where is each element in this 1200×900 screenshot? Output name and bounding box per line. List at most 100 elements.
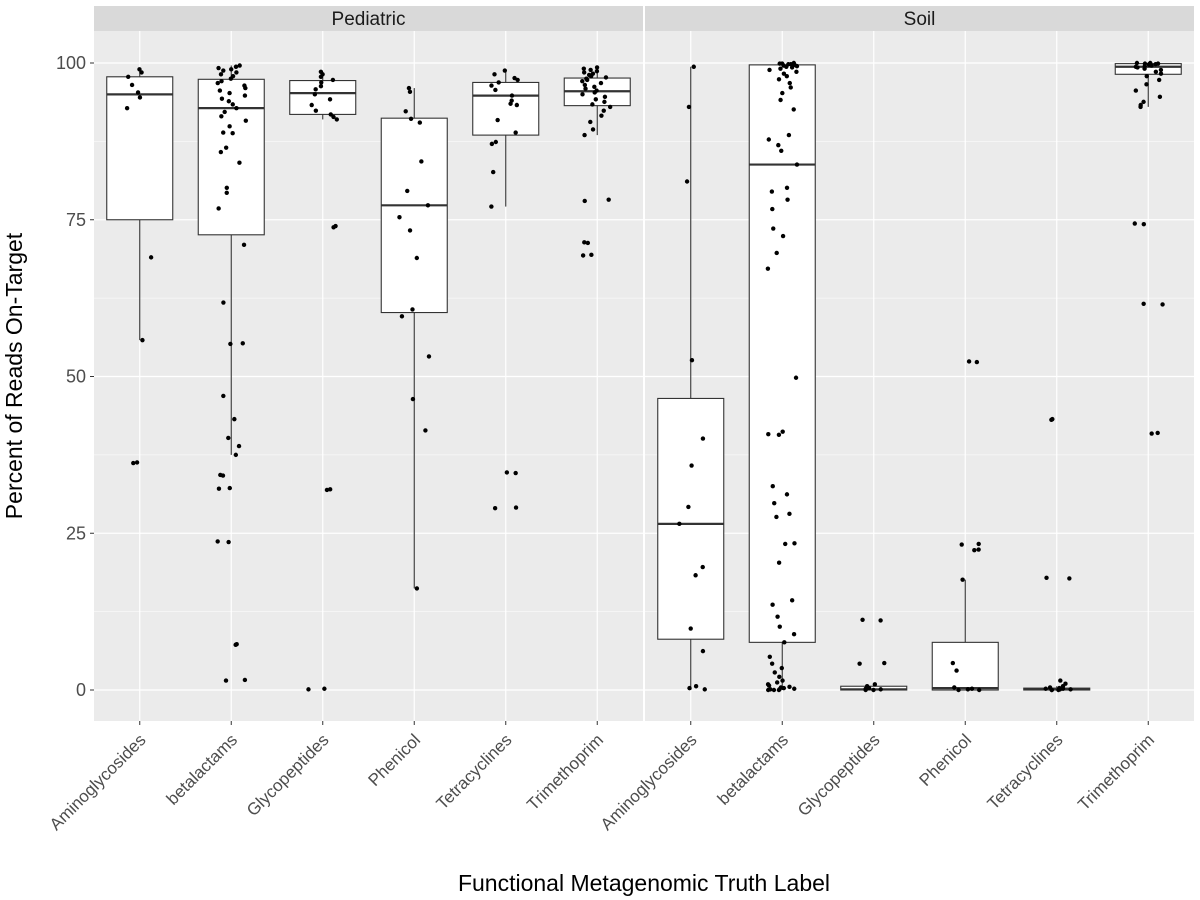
- data-point: [233, 64, 239, 69]
- data-point: [871, 687, 876, 693]
- data-point: [406, 85, 412, 91]
- data-point: [137, 67, 142, 72]
- data-point: [686, 504, 691, 510]
- data-point: [689, 357, 695, 363]
- data-point: [603, 75, 609, 80]
- data-point: [217, 88, 223, 93]
- data-point: [599, 113, 604, 118]
- data-point: [514, 102, 520, 108]
- box-soil-glycopeptides: [840, 617, 908, 693]
- box-pediatric-aminoglycosides: [106, 67, 174, 466]
- data-point: [794, 69, 799, 74]
- box-pediatric-glycopeptides: [289, 69, 357, 692]
- data-point: [767, 67, 772, 73]
- data-point: [878, 618, 883, 623]
- data-point: [148, 255, 154, 260]
- data-point: [215, 539, 220, 544]
- data-point: [306, 687, 311, 692]
- data-point: [792, 686, 797, 691]
- data-point: [976, 541, 981, 547]
- data-point: [580, 78, 585, 84]
- data-point: [1156, 77, 1162, 83]
- data-point: [327, 97, 333, 102]
- data-point: [1142, 66, 1147, 71]
- data-point: [765, 266, 771, 271]
- data-point: [224, 190, 229, 195]
- data-point: [237, 63, 242, 68]
- data-point: [1132, 221, 1137, 226]
- data-point: [770, 206, 775, 212]
- data-point: [216, 206, 221, 211]
- data-point: [399, 314, 405, 319]
- data-point: [135, 90, 141, 95]
- data-point: [410, 307, 415, 312]
- data-point: [787, 80, 792, 86]
- data-point: [1149, 63, 1154, 68]
- y-axis: 0 25 50 75 100: [56, 53, 94, 700]
- data-point: [789, 65, 795, 70]
- box-iqr: [748, 64, 816, 643]
- data-point: [230, 131, 235, 136]
- data-point: [139, 70, 144, 75]
- data-point: [330, 77, 336, 83]
- box-iqr: [197, 78, 265, 236]
- data-point: [772, 500, 777, 506]
- data-point: [965, 687, 971, 692]
- data-point: [792, 541, 797, 546]
- box-pediatric-trimethoprim: [563, 65, 631, 258]
- x-tick-label: Aminoglycosides: [46, 730, 150, 834]
- data-point: [426, 354, 432, 359]
- box-soil-tetracyclines: [1023, 416, 1091, 693]
- data-point: [691, 64, 696, 69]
- data-point: [602, 94, 608, 100]
- data-point: [700, 648, 706, 654]
- data-point: [513, 505, 519, 510]
- data-point: [775, 614, 780, 619]
- data-point: [492, 505, 498, 511]
- data-point: [1155, 430, 1160, 436]
- data-point: [513, 470, 518, 476]
- x-tick-label: Glycopeptides: [794, 730, 884, 820]
- data-point: [785, 197, 790, 202]
- data-point: [1158, 71, 1164, 76]
- facet-strip-pediatric: [94, 6, 643, 31]
- data-point: [1049, 417, 1054, 422]
- data-point: [784, 492, 790, 497]
- data-point: [594, 68, 600, 74]
- data-point: [414, 255, 420, 261]
- data-point: [496, 80, 501, 85]
- box-soil-aminoglycosides: [657, 64, 725, 692]
- data-point: [776, 142, 781, 148]
- data-point: [489, 141, 495, 147]
- data-point: [780, 90, 785, 96]
- data-point: [693, 684, 699, 689]
- data-point: [504, 470, 510, 475]
- data-point: [228, 76, 234, 81]
- data-point: [772, 670, 777, 675]
- data-point: [581, 70, 587, 75]
- data-point: [407, 89, 413, 95]
- data-point: [216, 65, 221, 71]
- x-tick-label: Tetracyclines: [984, 730, 1067, 813]
- data-point: [502, 68, 508, 73]
- data-point: [227, 90, 232, 96]
- data-point: [243, 118, 249, 123]
- data-point: [766, 137, 772, 142]
- data-point: [778, 66, 783, 71]
- data-point: [866, 685, 872, 691]
- data-point: [769, 661, 775, 666]
- data-point: [322, 686, 327, 691]
- data-point: [976, 547, 981, 552]
- x-tick-label: Trimethoprim: [1074, 730, 1158, 814]
- data-point: [1157, 94, 1163, 100]
- data-point: [590, 127, 596, 132]
- box-iqr: [472, 81, 540, 136]
- data-point: [215, 80, 220, 86]
- data-point: [1141, 301, 1146, 306]
- data-point: [766, 431, 771, 437]
- data-point: [769, 189, 775, 194]
- data-point: [950, 660, 956, 666]
- data-point: [791, 107, 796, 112]
- data-point: [590, 102, 595, 107]
